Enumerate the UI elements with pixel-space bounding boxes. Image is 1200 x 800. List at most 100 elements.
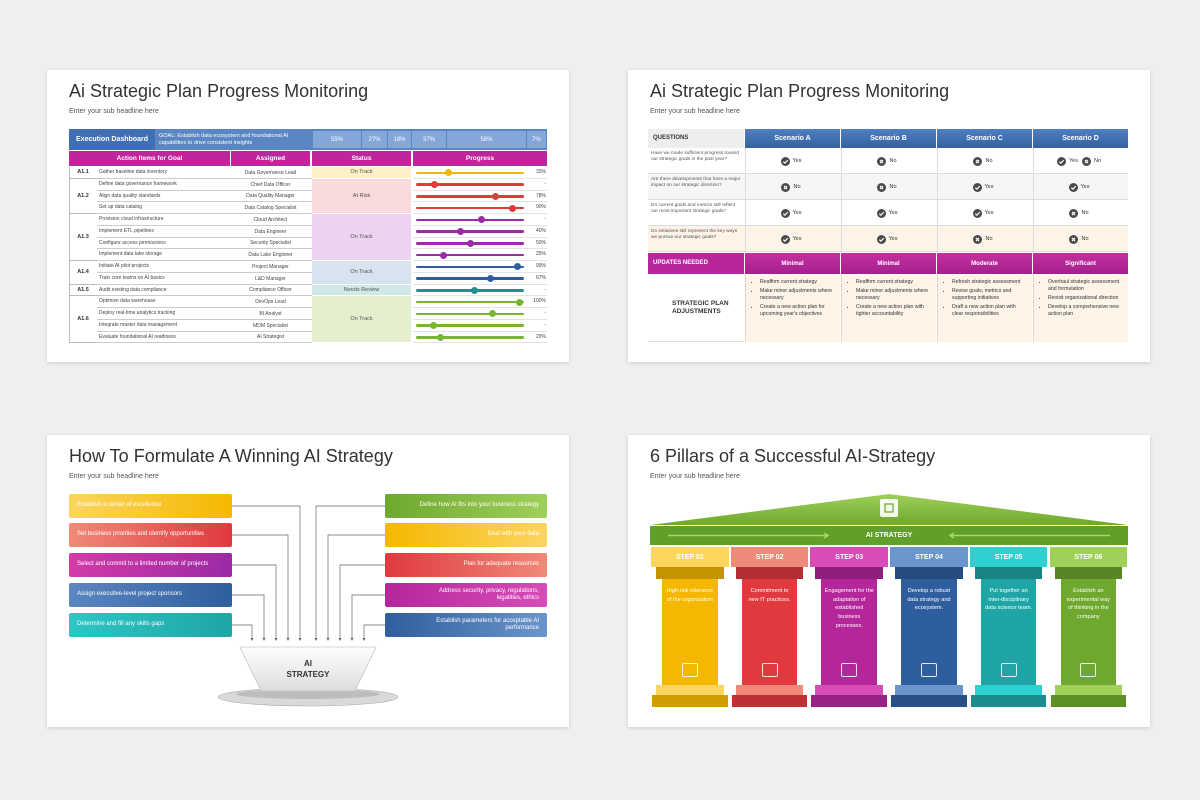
slide-title: 6 Pillars of a Successful AI-Strategy [650,446,936,466]
question-row [648,148,1128,174]
row-line [97,191,312,203]
pillar-body: Establish an experimental way of thinkin… [1060,579,1117,685]
connector [339,564,385,640]
update-cell: Minimal [745,253,840,274]
pillar-foot [811,695,888,707]
status-cell: On Track [312,167,411,179]
arrowhead [350,638,354,641]
adjust-item: Revise goals, metrics and supporting ini… [952,288,1028,302]
arrowhead [274,638,278,641]
adjust-list: Reaffirm current strategy Make minor adju… [751,279,836,318]
pillar-base [815,685,884,695]
share-cell: 55% [313,131,361,148]
question-row [648,226,1128,252]
pillar-foot [970,695,1047,707]
action-item: Audit existing data compliance [99,286,167,293]
progress-track [416,336,524,339]
status-cell: On Track [312,296,411,344]
answer-cell: No [937,148,1032,174]
check-icon [1068,182,1078,192]
questions-header: QUESTIONS [648,129,744,148]
adjust-item: Overhaul strategic assessment and formul… [1048,279,1124,293]
connector [232,505,301,640]
progress-label: - [544,180,546,187]
adjust-list: Reaffirm current strategy Make minor adju… [847,279,932,318]
row-line [413,332,547,344]
question: Do initiatives still represent the key w… [651,229,738,241]
row-line [97,320,312,332]
row-line [97,308,312,320]
status-cell: On Track [312,214,411,261]
update-cell: Moderate [937,253,1032,274]
row-line [97,238,312,250]
row-line [413,296,547,308]
adjust-item: Refresh strategic assessment [952,279,1028,286]
progress-knob [439,251,447,259]
adjust-cell: Reaffirm current strategy Make minor adju… [841,275,936,342]
icon-glyph [1058,159,1065,164]
progress-knob [508,204,516,212]
answer-label: No [1093,158,1101,164]
group-id: A1.5 [69,285,97,297]
answer-label: No [889,158,897,164]
pillar-body: Commitment to new IT practices. [741,579,798,685]
action-item: Set up data catalog [99,204,143,211]
update-cell: Significant [1033,253,1128,274]
progress-knob [489,310,497,318]
row-line [97,179,312,191]
adjust-item: Develop a comprehensive new action plan [1048,304,1124,318]
adjust-cell: Reaffirm current strategy Make minor adju… [745,275,840,342]
pillar-icon [841,663,858,677]
progress-knob [487,275,495,283]
action-item: Gather baseline data inventory [99,169,168,175]
row-line [413,285,547,297]
update-cell: Minimal [841,253,936,274]
pillar-body: Engagement for the adaptation of establi… [821,579,878,685]
assigned: Data Governance Lead [244,169,297,176]
row-line [413,320,547,332]
cross-icon [1081,156,1091,166]
banner-label: AI STRATEGY [865,532,913,539]
slide: Ai Strategic Plan Progress Monitoring Ent… [628,70,1150,362]
row-line [97,226,312,238]
roof [650,494,1128,525]
answer-cell: Yes [841,226,936,252]
check-icon [972,208,982,218]
row-line [97,249,312,261]
check-icon [1056,156,1066,166]
answer-label: Yes [1068,158,1078,164]
assigned: BI Analyst [259,310,282,317]
center-label: AI [304,659,312,668]
action-item: Align data quality standards [99,192,161,199]
center-label: STRATEGY [286,670,330,679]
answer-cell: Yes No [1033,148,1128,174]
action-item: Evaluate foundational AI readiness [99,333,176,340]
progress-label: 67% [535,274,546,281]
progress-track [416,206,524,210]
slide: 6 Pillars of a Successful AI-Strategy Ent… [628,435,1150,727]
answer-label: Yes [888,210,898,216]
arrowhead [338,638,342,641]
capital [735,567,804,579]
progress-knob [492,192,500,200]
check-icon [876,208,886,218]
assigned: Cloud Architect [253,216,288,223]
icon-glyph [878,237,884,242]
adjust-item: Create a new action plan for upcoming ye… [760,304,836,318]
pillar-base [656,685,724,695]
row-line [97,261,312,273]
action-item: Define data governance framework [99,180,177,187]
action-item: Implement ETL pipelines [99,227,154,234]
share-cell: 27% [362,131,387,148]
answer-label: No [985,158,993,164]
pillar-base [974,685,1043,695]
adjust-item: Create a new action plan with tighter ac… [856,304,932,318]
row-line [97,332,312,344]
row-line [413,202,547,214]
action-item: Implement data lake storage [99,251,163,258]
progress-knob [466,239,474,247]
progress-label: - [544,216,546,222]
row-line [97,202,312,214]
status-cell: At Risk [312,178,411,214]
